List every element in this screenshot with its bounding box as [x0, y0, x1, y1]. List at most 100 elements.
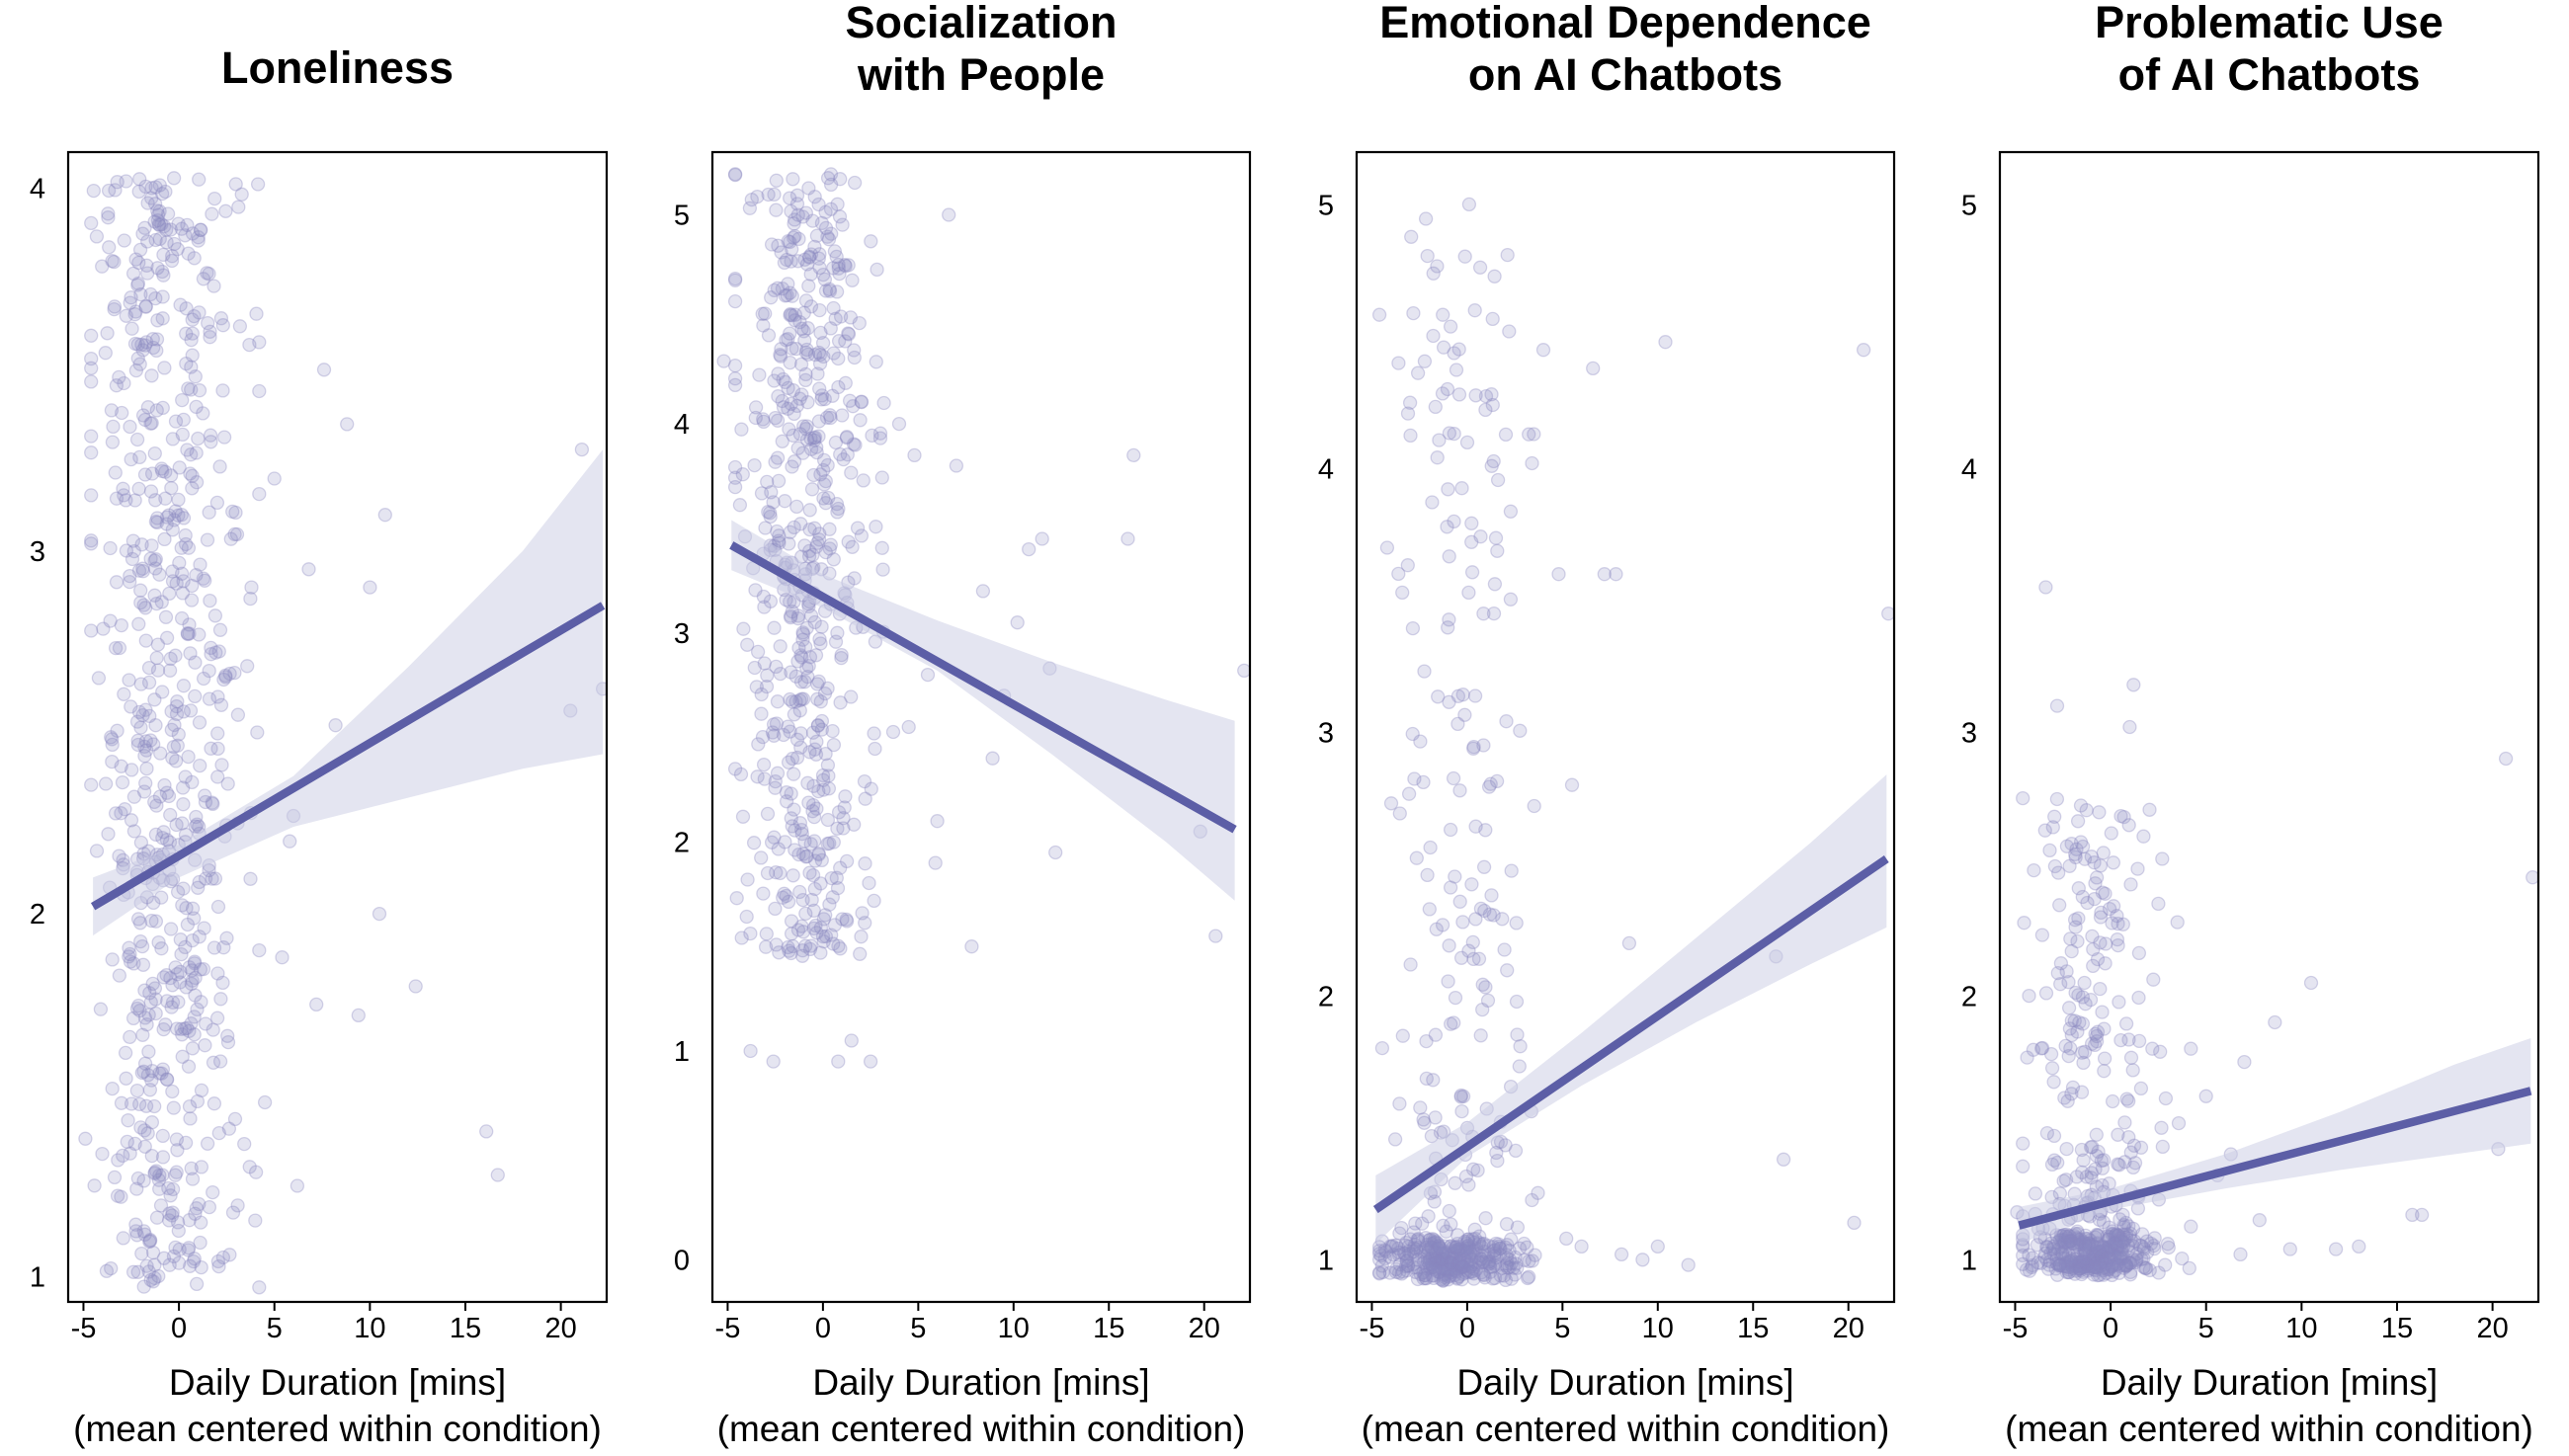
scatter-point: [1371, 1240, 1387, 1254]
scatter-point: [1468, 819, 1483, 834]
scatter-point: [2095, 885, 2111, 900]
scatter-point: [1564, 777, 1580, 792]
scatter-point: [1417, 1267, 1433, 1283]
scatter-point: [132, 1003, 147, 1018]
scatter-point: [1525, 1192, 1539, 1208]
scatter-point: [103, 540, 118, 556]
scatter-point: [2060, 1093, 2075, 1108]
scatter-point: [2064, 837, 2079, 851]
scatter-point: [789, 750, 805, 766]
scatter-point: [157, 531, 172, 547]
scatter-point: [2091, 1254, 2106, 1269]
scatter-point: [828, 311, 843, 326]
scatter-point: [2108, 1250, 2122, 1264]
scatter-point: [2089, 870, 2105, 885]
scatter-point: [800, 321, 815, 336]
scatter-point: [798, 372, 813, 388]
scatter-point: [135, 408, 151, 423]
scatter-point: [207, 871, 223, 886]
scatter-point: [2076, 1257, 2091, 1272]
scatter-point: [2022, 1248, 2036, 1262]
scatter-point: [1478, 402, 1493, 418]
scatter-point: [2106, 855, 2121, 870]
scatter-point: [1447, 514, 1461, 529]
scatter-point: [2098, 936, 2113, 951]
scatter-point: [1471, 951, 1487, 966]
scatter-point: [764, 835, 780, 849]
scatter-point: [248, 1213, 263, 1228]
scatter-point: [178, 536, 194, 552]
scatter-point: [748, 583, 763, 598]
scatter-point: [2057, 1227, 2072, 1243]
scatter-point: [2086, 1250, 2102, 1264]
scatter-point: [1437, 1266, 1452, 1281]
scatter-point: [215, 318, 230, 333]
scatter-point: [1513, 723, 1528, 738]
scatter-point: [2096, 846, 2111, 860]
scatter-point: [174, 946, 189, 962]
scatter-point: [825, 723, 840, 739]
scatter-point: [2170, 915, 2185, 930]
scatter-point: [778, 835, 792, 849]
regression-line: [90, 602, 606, 911]
scatter-point: [1424, 1256, 1439, 1272]
scatter-point: [2025, 1257, 2040, 1273]
scatter-point: [2125, 1221, 2141, 1237]
scatter-point: [136, 1224, 151, 1239]
scatter-point: [1442, 1203, 1456, 1219]
scatter-point: [2051, 1242, 2066, 1257]
scatter-point: [183, 1111, 198, 1126]
scatter-point: [752, 367, 767, 382]
scatter-point: [805, 797, 821, 813]
scatter-point: [2073, 798, 2089, 813]
scatter-point: [770, 281, 786, 295]
scatter-point: [1419, 1257, 1435, 1272]
scatter-point: [159, 994, 175, 1009]
scatter-point: [124, 1096, 139, 1111]
scatter-point: [150, 663, 166, 678]
scatter-point: [1475, 977, 1490, 992]
scatter-point: [84, 374, 99, 389]
scatter-point: [2099, 1245, 2114, 1259]
scatter-point: [1431, 1254, 1446, 1268]
scatter-point: [1487, 577, 1503, 592]
scatter-point: [826, 300, 841, 316]
scatter-point: [1391, 1245, 1407, 1260]
scatter-point: [773, 348, 787, 363]
scatter-point: [149, 798, 164, 813]
scatter-point: [784, 254, 798, 269]
scatter-point: [1386, 1248, 1401, 1262]
scatter-point: [2138, 1260, 2153, 1276]
scatter-point: [793, 675, 809, 689]
scatter-point: [101, 206, 116, 221]
scatter-point: [152, 789, 168, 804]
scatter-point: [1485, 1271, 1501, 1286]
scatter-point: [1442, 549, 1456, 564]
scatter-point: [795, 445, 810, 460]
scatter-point: [1461, 1249, 1477, 1263]
scatter-point: [835, 408, 850, 423]
scatter-point: [2062, 1021, 2078, 1036]
scatter-point: [2053, 1229, 2068, 1244]
scatter-point: [812, 526, 827, 541]
scatter-point: [231, 200, 246, 214]
scatter-point: [1504, 1271, 1519, 1286]
scatter-point: [116, 1231, 130, 1246]
scatter-point: [149, 332, 165, 347]
scatter-point: [794, 948, 810, 963]
scatter-point: [1425, 1251, 1440, 1265]
scatter-point: [798, 906, 813, 922]
scatter-point: [2095, 1161, 2111, 1175]
scatter-point: [2086, 1261, 2102, 1277]
scatter-point: [2063, 931, 2078, 946]
scatter-point: [768, 780, 783, 795]
scatter-point: [2075, 990, 2091, 1005]
scatter-point: [727, 762, 743, 776]
scatter-point: [214, 758, 229, 772]
scatter-point: [170, 967, 185, 982]
scatter-point: [817, 477, 832, 492]
scatter-point: [147, 1098, 162, 1114]
scatter-point: [949, 458, 964, 473]
scatter-point: [1435, 1248, 1450, 1262]
scatter-point: [1441, 1272, 1455, 1287]
